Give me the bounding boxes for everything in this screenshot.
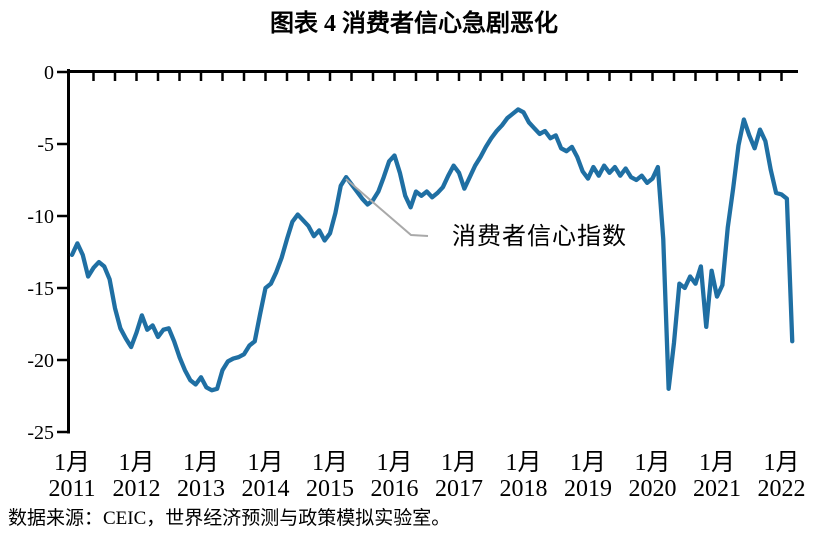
x-tick-label: 1月 2011 — [48, 450, 95, 502]
x-tick-label: 1月 2020 — [629, 450, 677, 502]
x-tick-label: 1月 2012 — [113, 450, 161, 502]
x-axis-minor-ticks — [92, 72, 783, 81]
y-tick-label: -10 — [27, 206, 54, 228]
y-tick-label: -5 — [37, 134, 54, 156]
x-tick-label: 1月 2018 — [500, 450, 548, 502]
x-tick-label: 1月 2014 — [242, 450, 290, 502]
confidence-line-series — [69, 107, 795, 393]
source-note: 数据来源：CEIC，世界经济预测与政策模拟实验室。 — [8, 507, 450, 529]
x-tick-label: 1月 2017 — [435, 450, 483, 502]
x-tick-label: 1月 2021 — [693, 450, 741, 502]
x-axis-labels: 1月 2011 1月 2012 1月 2013 1月 2014 1月 2015 1月 2016 1月 20… — [48, 450, 805, 502]
x-tick-label: 1月 2016 — [371, 450, 419, 502]
y-tick-label: -15 — [27, 278, 54, 300]
x-tick-label: 1月 2015 — [306, 450, 354, 502]
chart-title: 图表 4 消费者信心急剧恶化 — [270, 9, 558, 37]
y-axis-ticks: 0 -5 -10 -15 -20 -25 — [27, 62, 69, 444]
y-tick-label: -20 — [27, 350, 54, 372]
y-tick-label: -25 — [27, 422, 54, 444]
x-tick-label: 1月 2019 — [564, 450, 612, 502]
y-tick-label: 0 — [44, 62, 54, 84]
x-tick-label: 1月 2013 — [177, 450, 225, 502]
annotation-label: 消费者信心指数 — [452, 223, 627, 250]
annotation-leader-line — [345, 178, 429, 237]
x-tick-label: 1月 2022 — [758, 450, 806, 502]
